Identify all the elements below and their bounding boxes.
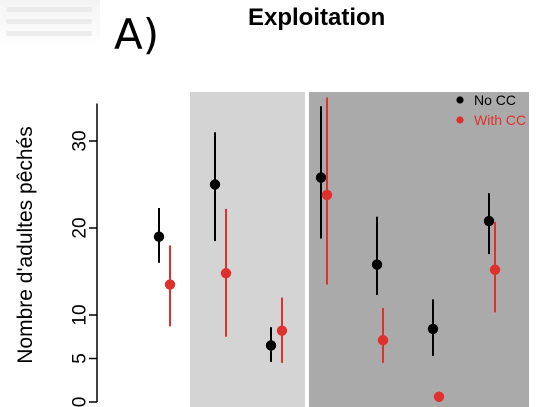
no-cc-point <box>209 179 221 190</box>
no-cc-point <box>427 323 439 335</box>
legend-marker-no-cc <box>456 96 464 104</box>
with-cc-point <box>433 391 445 402</box>
blurred-header-text <box>0 0 100 48</box>
y-tick-label: 0 <box>70 397 91 407</box>
panel-label: A) <box>114 10 160 59</box>
no-cc-point <box>371 259 383 270</box>
with-cc-point <box>164 279 176 290</box>
legend-label-no-cc: No CC <box>474 92 516 108</box>
chart-title: Exploitation <box>248 4 386 31</box>
shaded-region-light <box>190 92 305 407</box>
y-tick-label: 20 <box>70 217 91 238</box>
with-cc-point <box>220 268 232 279</box>
shaded-region-dark <box>309 92 529 407</box>
no-cc-point <box>153 231 165 242</box>
legend-label-with-cc: With CC <box>474 112 526 128</box>
no-cc-point <box>265 340 277 351</box>
legend-marker-with-cc <box>456 116 464 124</box>
no-cc-point <box>483 215 495 227</box>
y-tick-label: 5 <box>70 353 91 364</box>
with-cc-point <box>377 335 389 346</box>
with-cc-point <box>321 189 333 201</box>
with-cc-point <box>276 325 288 336</box>
y-tick-label: 30 <box>70 130 91 151</box>
no-cc-point <box>315 172 327 183</box>
with-cc-point <box>489 264 501 275</box>
y-tick-label: 10 <box>70 304 91 325</box>
